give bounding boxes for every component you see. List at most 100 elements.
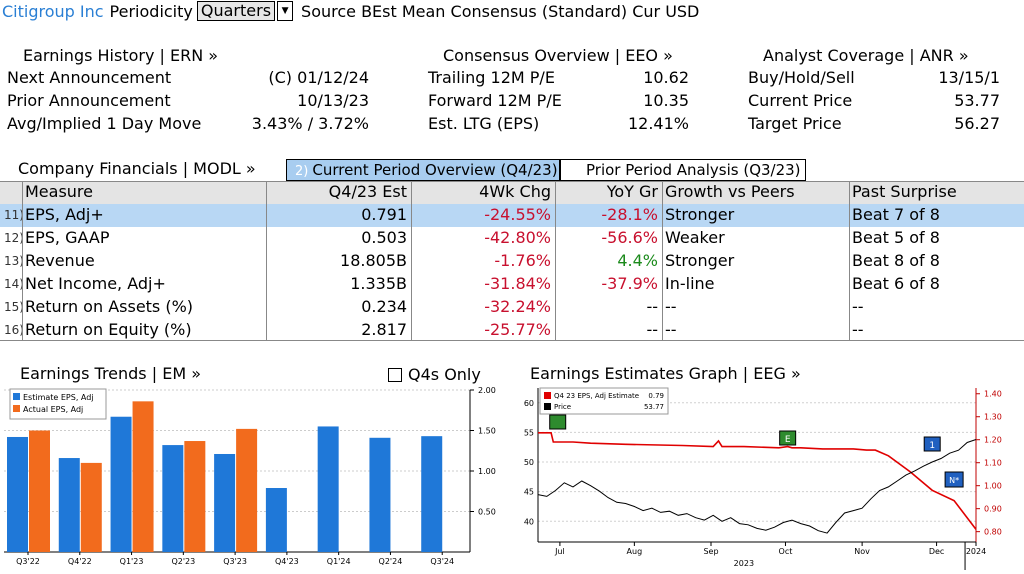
- table-header-row: Measure Q4/23 Est 4Wk Chg YoY Gr Growth …: [0, 181, 1024, 204]
- y-tick-label: 1.00: [478, 467, 496, 476]
- estimate-cell: 0.234: [361, 297, 407, 316]
- list-item: Est. LTG (EPS) 12.41%: [428, 114, 689, 137]
- bar-actual: [29, 430, 50, 552]
- chevron-down-icon[interactable]: ▼: [277, 1, 294, 21]
- bar-estimate: [110, 416, 132, 552]
- column-header[interactable]: Measure: [25, 182, 93, 201]
- divider: [0, 340, 1024, 341]
- legend-value: 0.79: [648, 392, 664, 400]
- bar-estimate: [162, 445, 184, 552]
- yoy-growth-cell: -28.1%: [601, 205, 658, 224]
- column-header[interactable]: Growth vs Peers: [665, 182, 795, 201]
- column-header[interactable]: Past Surprise: [852, 182, 957, 201]
- legend-swatch: [544, 403, 551, 410]
- ltg-value: 12.41%: [627, 114, 689, 133]
- divider: [662, 181, 663, 340]
- divider: [0, 181, 1024, 182]
- y-tick-label: 0.50: [478, 508, 496, 517]
- divider: [266, 181, 267, 340]
- list-item: Current Price 53.77: [748, 91, 1000, 114]
- past-surprise-cell: Beat 6 of 8: [852, 274, 940, 293]
- table-row[interactable]: 12) EPS, GAAP 0.503 -42.80% -56.6% Weaker Beat…: [0, 227, 1024, 250]
- column-header[interactable]: Q4/23 Est: [328, 182, 407, 201]
- ltg-label: Est. LTG (EPS): [428, 114, 540, 133]
- right-tick-label: 1.20: [984, 436, 1002, 445]
- yoy-growth-cell: -56.6%: [601, 228, 658, 247]
- x-tick-label: Q1'24: [327, 557, 351, 566]
- earnings-estimates-graph-title[interactable]: Earnings Estimates Graph | EEG »: [530, 364, 801, 383]
- measure-cell: EPS, GAAP: [25, 228, 110, 247]
- four-week-change-cell: -24.55%: [484, 205, 551, 224]
- bar-estimate: [369, 437, 391, 552]
- column-header[interactable]: 4Wk Chg: [479, 182, 551, 201]
- left-tick-label: 50: [524, 458, 534, 467]
- right-tick-label: 1.30: [984, 413, 1002, 422]
- estimate-line: [538, 431, 977, 530]
- consensus-title[interactable]: Consensus Overview | EEO »: [443, 46, 673, 65]
- list-item: Forward 12M P/E 10.35: [428, 91, 689, 114]
- tab-current-period[interactable]: 2) Current Period Overview (Q4/23): [286, 159, 560, 181]
- legend-label: Price: [554, 403, 571, 411]
- table-row[interactable]: 13) Revenue 18.805B -1.76% 4.4% Stronger Beat …: [0, 250, 1024, 273]
- left-tick-label: 55: [524, 428, 534, 437]
- x-tick-label: Q4'23: [275, 557, 299, 566]
- table-row[interactable]: 16) Return on Equity (%) 2.817 -25.77% -- -- -…: [0, 319, 1024, 342]
- legend-swatch: [13, 405, 20, 412]
- divider: [411, 181, 412, 340]
- marker-box: [944, 471, 964, 488]
- x-tick-label: Jul: [554, 547, 565, 556]
- table-row[interactable]: 15) Return on Assets (%) 0.234 -32.24% -- -- -…: [0, 296, 1024, 319]
- yoy-growth-cell: --: [646, 297, 658, 316]
- legend: Q4 23 EPS, Adj Estimate 0.79 Price 53.77: [539, 387, 669, 415]
- forward-pe-label: Forward 12M P/E: [428, 91, 562, 110]
- tab-prior-period[interactable]: Prior Period Analysis (Q3/23): [560, 159, 806, 181]
- periodicity-select[interactable]: Quarters: [196, 1, 276, 21]
- right-tick-label: 0.90: [984, 505, 1002, 514]
- legend-label: Q4 23 EPS, Adj Estimate: [554, 392, 639, 400]
- yoy-growth-cell: 4.4%: [617, 251, 658, 270]
- periodicity-label: Periodicity: [109, 1, 193, 21]
- bar-estimate: [214, 453, 236, 552]
- row-number: 13): [4, 254, 24, 268]
- x-tick-label: Q4'22: [68, 557, 92, 566]
- checkbox-box[interactable]: [388, 367, 402, 382]
- table-row[interactable]: 11) EPS, Adj+ 0.791 -24.55% -28.1% Stronger Be…: [0, 204, 1024, 227]
- analyst-coverage-title[interactable]: Analyst Coverage | ANR »: [763, 46, 969, 65]
- legend-value: 53.77: [644, 403, 664, 411]
- earnings-history-panel: Earnings History | ERN » Next Announceme…: [7, 46, 369, 138]
- x-tick-label: Oct: [779, 547, 793, 556]
- table-row[interactable]: 14) Net Income, Adj+ 1.335B -31.84% -37.9% In…: [0, 273, 1024, 296]
- earnings-trends-title[interactable]: Earnings Trends | EM »: [20, 364, 201, 383]
- marker-glyph: E: [785, 435, 791, 445]
- q4s-only-checkbox[interactable]: Q4s Only: [388, 365, 481, 384]
- x-year-label: 2023: [734, 559, 754, 568]
- legend-swatch: [544, 392, 551, 399]
- right-tick-label: 1.40: [984, 390, 1002, 399]
- analyst-coverage-panel: Analyst Coverage | ANR » Buy/Hold/Sell 1…: [748, 46, 1000, 138]
- estimate-cell: 2.817: [361, 320, 407, 339]
- right-tick-label: 1.00: [984, 482, 1002, 491]
- marker-glyph: N*: [949, 476, 959, 485]
- y-tick-label: 1.50: [478, 427, 496, 436]
- source-text: Source BEst Mean Consensus (Standard) Cu…: [301, 1, 700, 21]
- past-surprise-cell: Beat 7 of 8: [852, 205, 940, 224]
- ticker-link[interactable]: Citigroup Inc: [2, 1, 104, 21]
- right-tick-label: 0.80: [984, 528, 1002, 537]
- x-tick-label: Q2'23: [171, 557, 195, 566]
- buy-hold-sell-label: Buy/Hold/Sell: [748, 68, 855, 87]
- past-surprise-cell: Beat 5 of 8: [852, 228, 940, 247]
- earnings-history-title[interactable]: Earnings History | ERN »: [23, 46, 219, 65]
- list-item: Buy/Hold/Sell 13/15/1: [748, 68, 1000, 91]
- list-item: Target Price 56.27: [748, 114, 1000, 137]
- growth-vs-peers-cell: Stronger: [665, 205, 735, 224]
- column-header[interactable]: YoY Gr: [606, 182, 658, 201]
- marker-box: [923, 436, 941, 452]
- estimate-cell: 0.503: [361, 228, 407, 247]
- growth-vs-peers-cell: Stronger: [665, 251, 735, 270]
- bar-actual: [236, 428, 258, 552]
- growth-vs-peers-cell: --: [665, 297, 677, 316]
- left-tick-label: 40: [524, 517, 534, 526]
- left-tick-label: 60: [524, 399, 534, 408]
- marker-box: [779, 430, 797, 446]
- company-financials-title[interactable]: Company Financials | MODL »: [18, 159, 256, 178]
